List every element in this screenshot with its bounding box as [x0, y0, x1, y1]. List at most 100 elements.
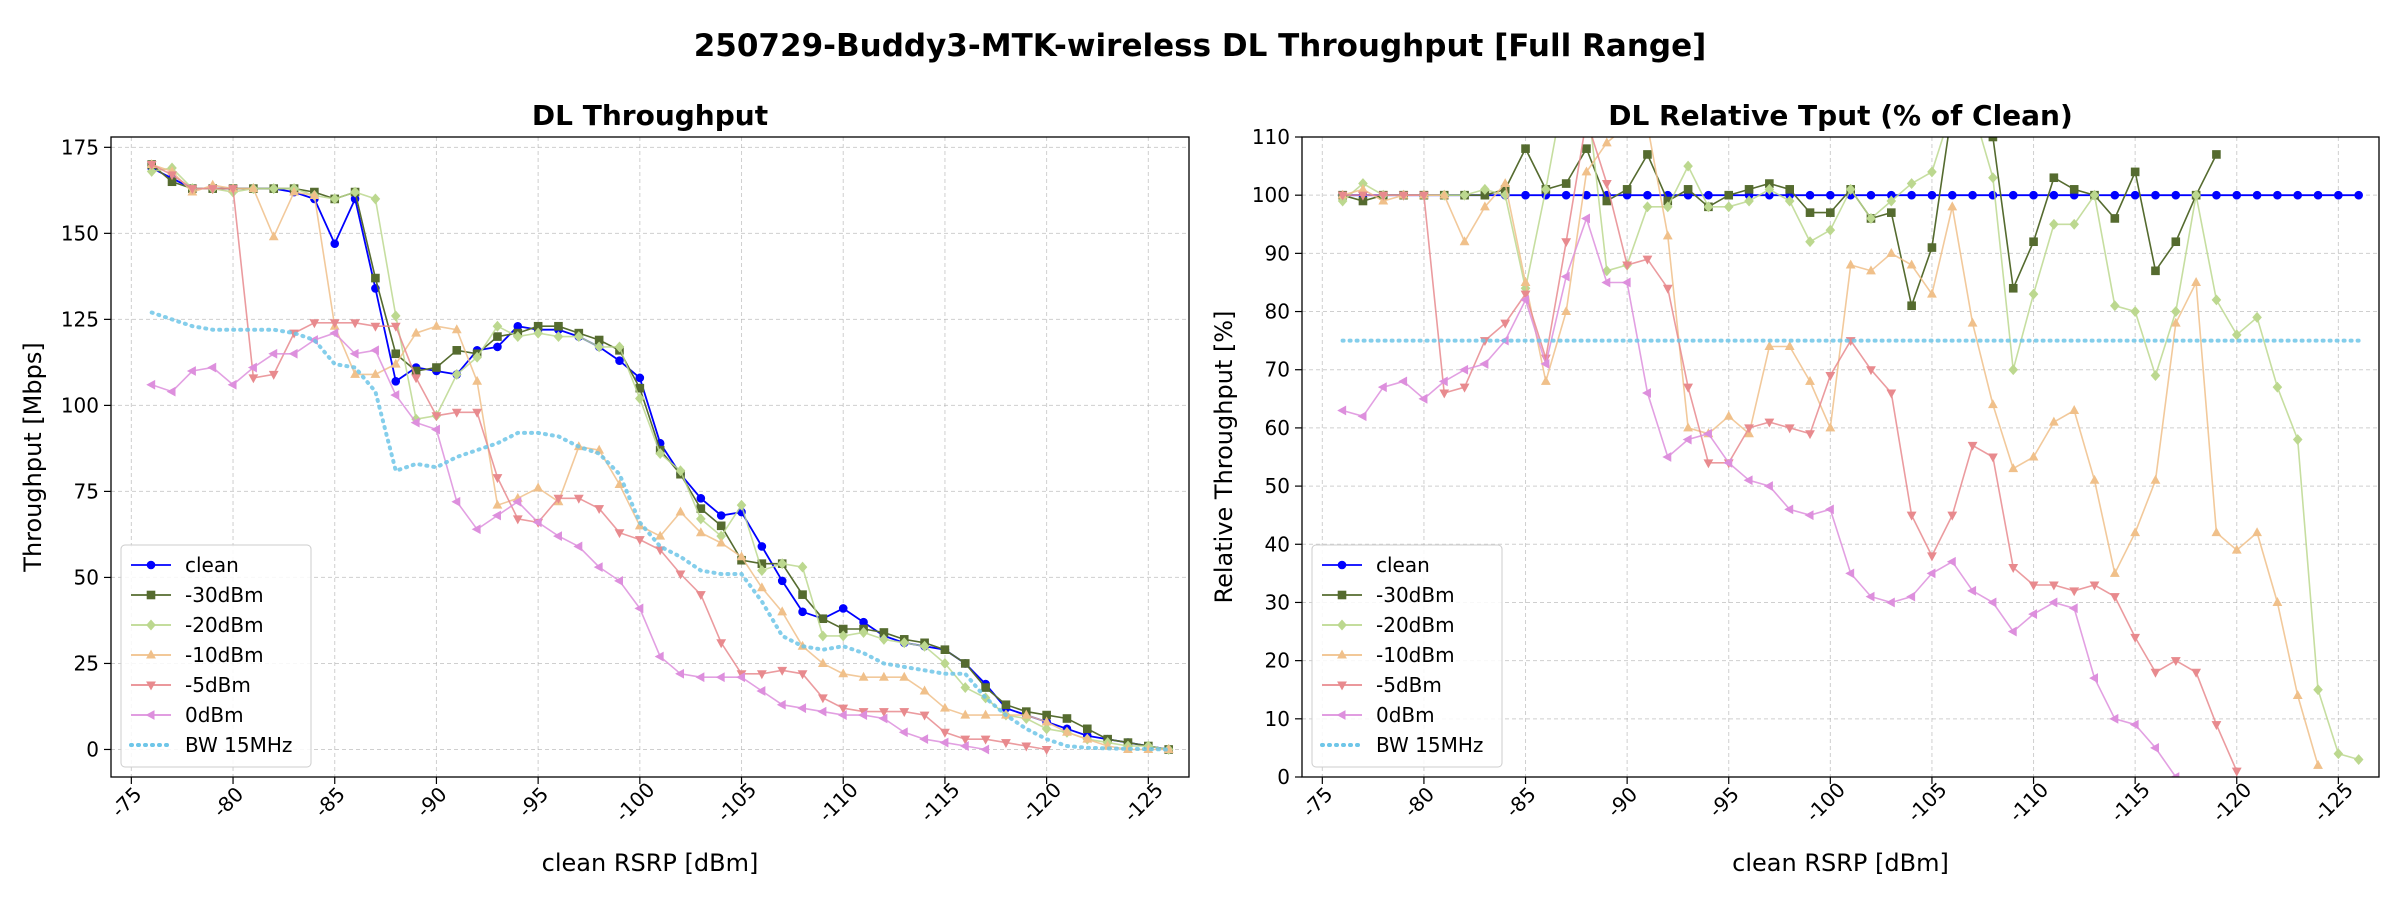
y-tick-label: 110	[1252, 125, 1290, 149]
data-point-0dbm	[634, 603, 644, 614]
data-point-20dbm	[1886, 195, 1897, 207]
data-point-clean	[2334, 190, 2343, 200]
y-tick-label: 60	[1265, 416, 1290, 440]
legend-item-10dbm: -10dBm	[131, 643, 264, 667]
data-point-10dbm	[980, 709, 991, 719]
data-point-10dbm	[289, 186, 299, 196]
data-point-20dbm	[899, 637, 910, 649]
data-point-10dbm	[1459, 236, 1470, 246]
data-point-10dbm	[2150, 474, 2161, 484]
data-point-10dbm	[2292, 690, 2303, 700]
plot-frame	[110, 136, 1190, 778]
data-point-20dbm	[2170, 306, 2181, 317]
x-tick-label: -125	[2309, 778, 2358, 827]
data-point-20dbm	[858, 627, 869, 638]
data-point-0dbm	[980, 744, 990, 755]
x-axis-label: clean RSRP [dBm]	[1732, 849, 1949, 877]
data-point-20dbm	[1845, 183, 1856, 195]
data-point-5dbm	[1744, 424, 1754, 434]
data-point-0dbm	[2028, 609, 2038, 619]
data-point-10dbm	[1439, 189, 1450, 199]
legend-marker	[1337, 681, 1347, 691]
data-point-30dbm	[493, 332, 502, 341]
data-point-clean	[1907, 190, 1916, 200]
data-point-30dbm	[1724, 190, 1734, 200]
data-point-5dbm	[960, 735, 971, 745]
legend-marker	[1337, 560, 1347, 570]
data-point-0dbm	[471, 524, 481, 535]
data-point-10dbm	[1805, 375, 1815, 385]
data-point-20dbm	[574, 331, 584, 343]
data-point-20dbm	[696, 513, 706, 525]
data-point-clean	[2313, 190, 2323, 200]
data-point-5dbm	[553, 494, 564, 504]
data-point-10dbm	[2048, 416, 2059, 426]
data-point-5dbm	[1021, 742, 1032, 752]
data-point-10dbm	[533, 482, 544, 492]
legend-item-clean: clean	[1322, 553, 1430, 577]
data-point-0dbm	[1824, 504, 1834, 515]
data-point-10dbm	[1561, 306, 1572, 316]
data-point-5dbm	[1601, 180, 1612, 189]
data-point-5dbm	[248, 374, 259, 384]
data-point-0dbm	[1763, 481, 1773, 491]
data-point-10dbm	[1041, 716, 1052, 726]
data-point-10dbm	[1866, 265, 1876, 275]
data-point-clean	[2029, 190, 2038, 200]
data-point-20dbm	[1866, 213, 1876, 224]
data-point-0dbm	[1377, 382, 1387, 393]
data-point-5dbm	[2130, 633, 2141, 643]
x-tick-label: -80	[208, 782, 248, 822]
legend-label: -20dBm	[185, 613, 264, 637]
data-point-30dbm	[554, 321, 563, 331]
data-point-20dbm	[2231, 329, 2242, 341]
data-point-20dbm	[492, 320, 503, 332]
data-point-5dbm	[228, 185, 238, 195]
data-point-20dbm	[1582, 85, 1591, 95]
chart-dl-relative-tput: -75 -80 -85 -90 -95 -100 -105 -110 -115 -120 -125 0…	[1210, 74, 2380, 877]
data-point-30dbm	[1643, 150, 1652, 159]
data-point-5dbm	[1439, 389, 1450, 399]
data-point-20dbm	[2211, 294, 2222, 306]
data-point-clean	[391, 377, 401, 386]
data-point-10dbm	[2211, 527, 2222, 537]
data-point-0dbm	[797, 703, 807, 714]
data-point-20dbm	[2069, 218, 2079, 230]
series-bw-15mhz	[149, 310, 1171, 752]
x-tick-label: -120	[1017, 778, 1066, 827]
data-point-10dbm	[1967, 317, 1978, 327]
data-point-5dbm	[878, 708, 889, 718]
data-point-10dbm	[1947, 201, 1958, 211]
data-point-0dbm	[1418, 393, 1428, 404]
x-tick-label: -95	[513, 782, 553, 822]
data-point-clean	[330, 239, 340, 248]
data-point-30dbm	[1521, 144, 1530, 153]
data-point-20dbm	[1562, 74, 1571, 84]
data-point-10dbm	[2313, 759, 2323, 769]
data-point-clean	[798, 607, 807, 617]
legend-marker	[146, 649, 156, 659]
data-point-0dbm	[1885, 597, 1895, 608]
data-point-0dbm	[573, 541, 583, 552]
data-point-clean	[1643, 190, 1652, 200]
x-tick-label: -85	[310, 782, 350, 822]
data-point-clean	[838, 604, 848, 613]
data-point-5dbm	[614, 529, 625, 539]
data-point-30dbm	[716, 521, 726, 531]
data-point-clean	[2130, 190, 2140, 200]
data-point-clean	[2354, 190, 2363, 200]
data-point-0dbm	[349, 348, 359, 359]
data-point-10dbm	[2272, 597, 2283, 606]
data-point-30dbm	[1622, 185, 1632, 194]
data-point-5dbm	[1886, 389, 1897, 399]
data-point-clean	[696, 493, 706, 503]
legend-label: -30dBm	[185, 583, 264, 607]
data-point-clean	[2171, 190, 2181, 200]
data-point-clean	[493, 342, 502, 352]
data-point-5dbm	[1703, 459, 1714, 469]
data-point-0dbm	[593, 562, 603, 573]
data-point-5dbm	[167, 171, 177, 181]
data-point-5dbm	[329, 319, 340, 329]
data-point-30dbm	[2069, 185, 2079, 194]
